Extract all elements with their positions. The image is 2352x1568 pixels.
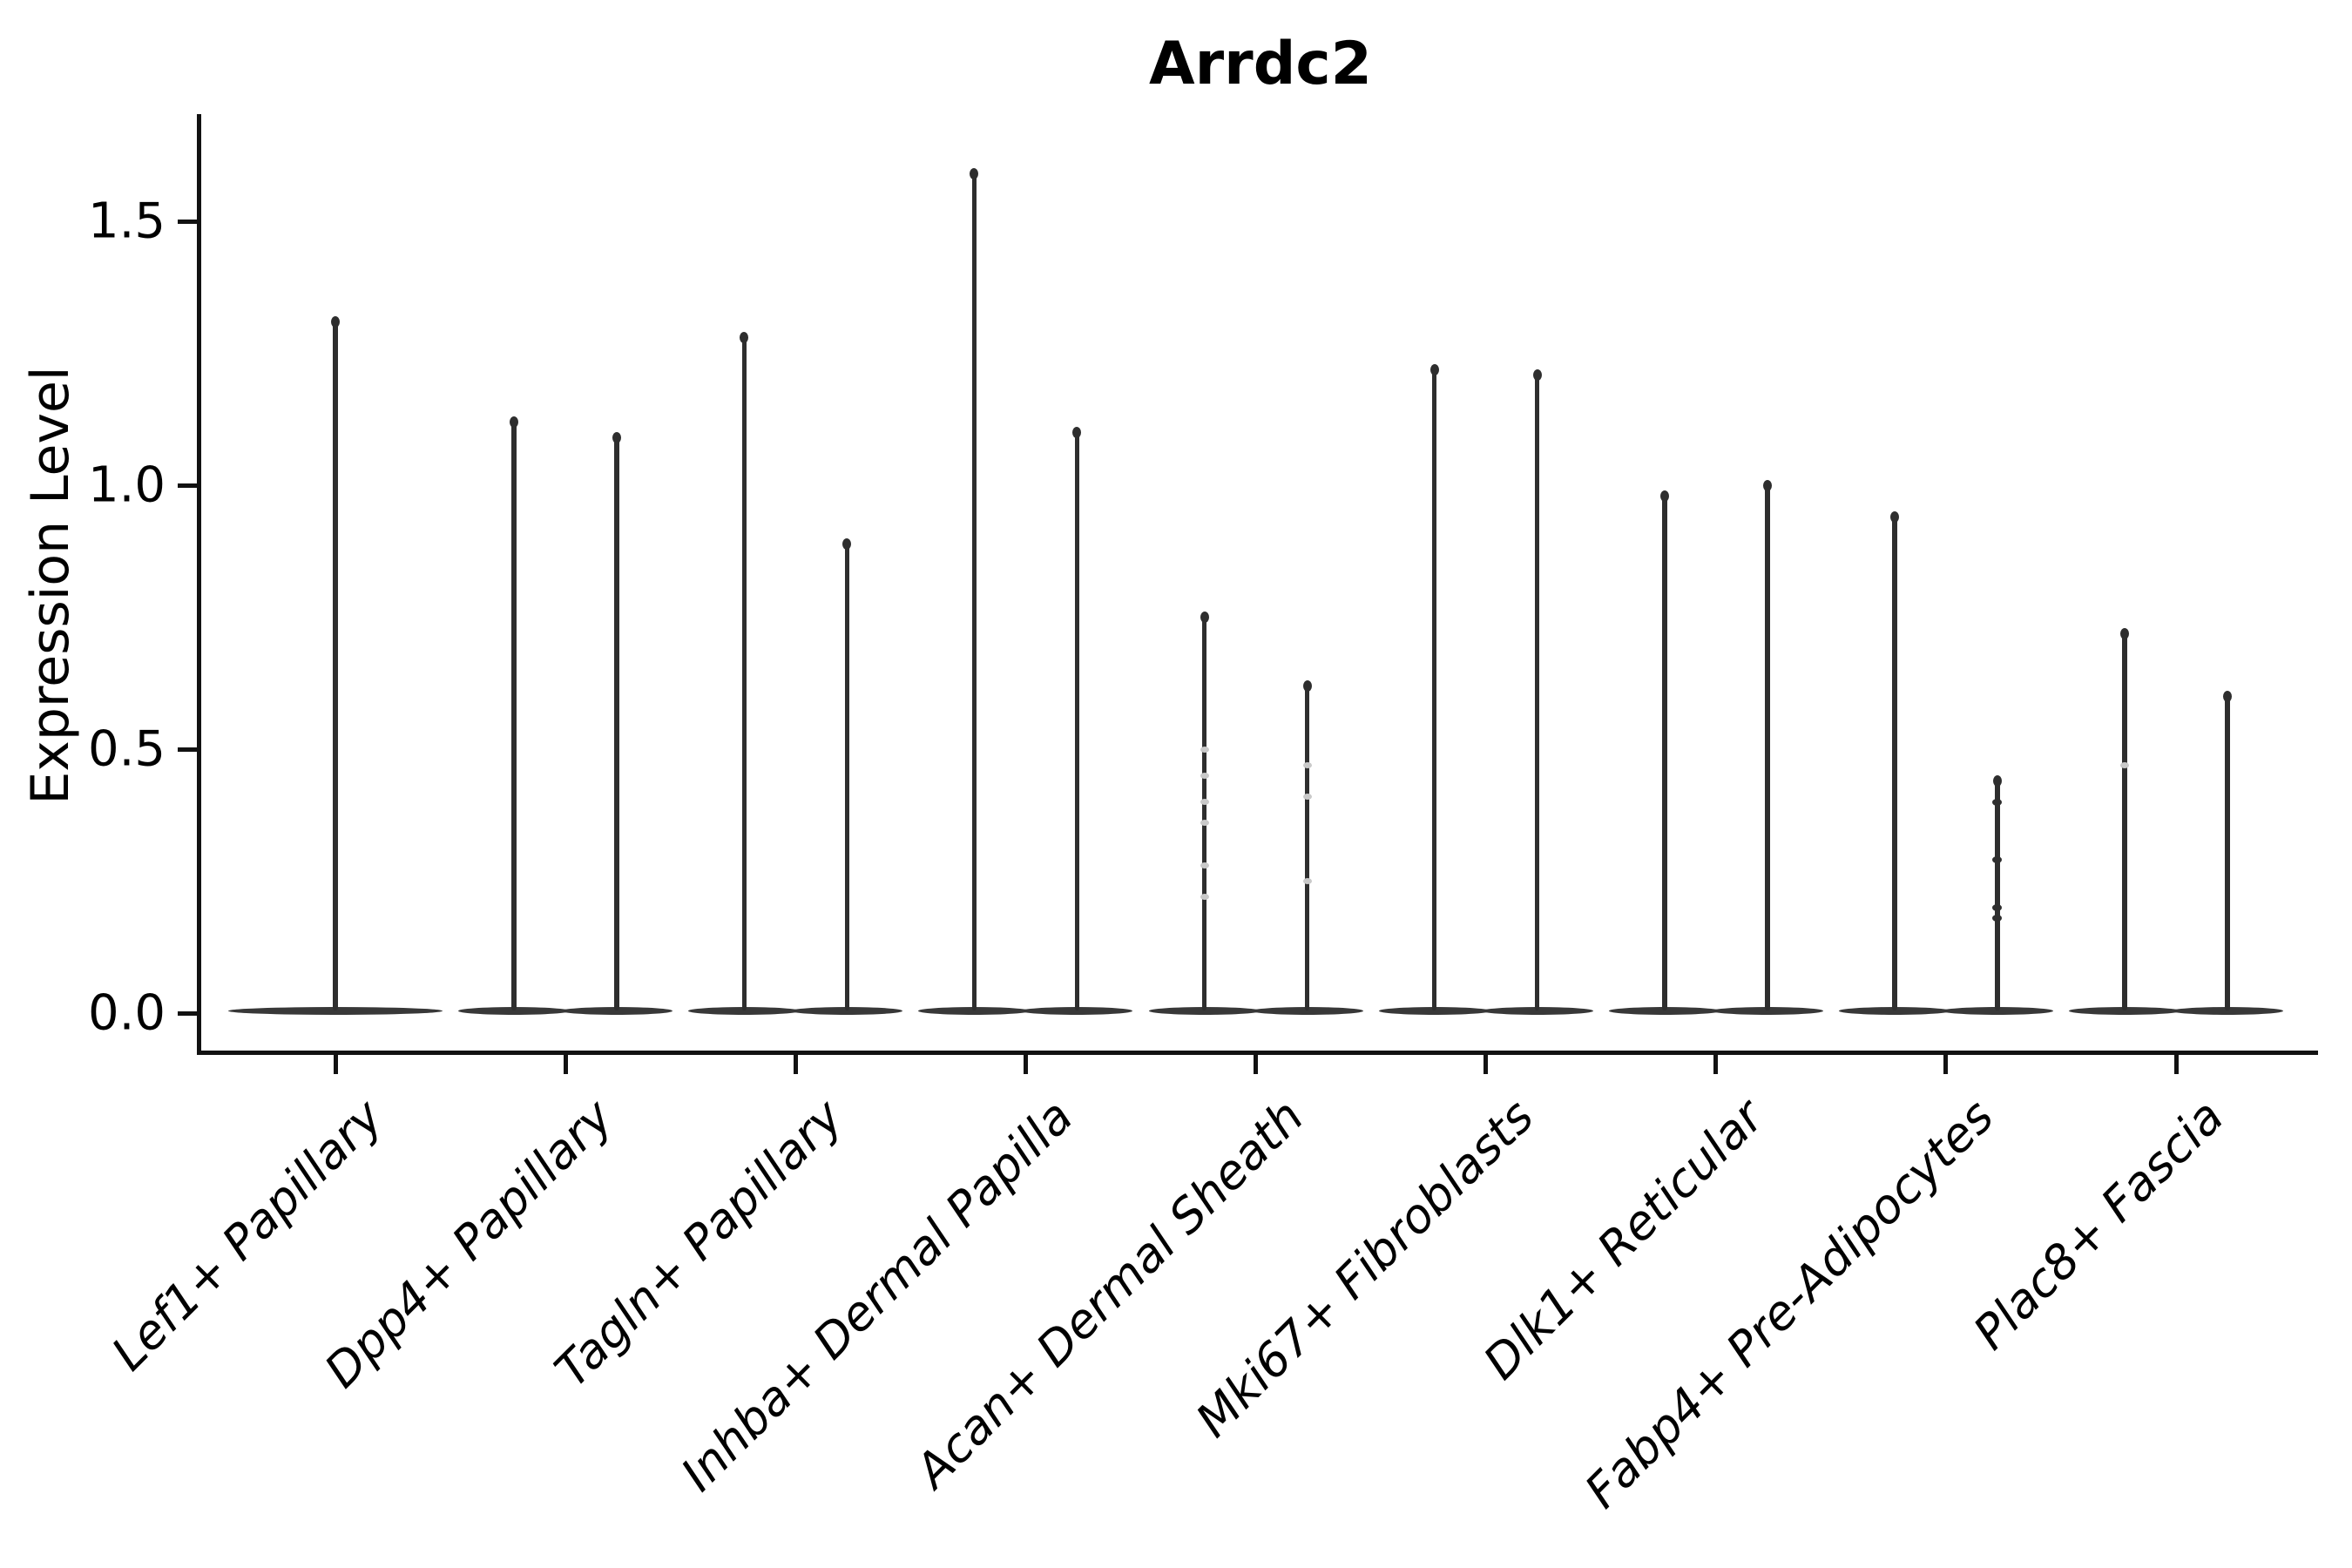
violin-spike bbox=[1074, 431, 1080, 1010]
violin-spike-tip bbox=[1889, 511, 1899, 524]
expression-point-faint bbox=[1200, 894, 1209, 901]
violin-spike bbox=[1892, 516, 1897, 1010]
violin-base bbox=[1021, 1006, 1133, 1015]
violin-base bbox=[1148, 1006, 1260, 1015]
violin-base bbox=[1481, 1006, 1593, 1015]
violin-base bbox=[2069, 1006, 2180, 1015]
violin-spike bbox=[511, 421, 517, 1010]
violin-spike-tip bbox=[740, 332, 749, 344]
violin-spike-tip bbox=[970, 168, 979, 180]
left-axis-spine bbox=[197, 114, 201, 1055]
violin-base bbox=[1251, 1006, 1363, 1015]
y-tick-label: 0.5 bbox=[87, 720, 166, 778]
expression-point bbox=[1992, 798, 2003, 806]
violin-base bbox=[791, 1006, 903, 1015]
y-tick-mark bbox=[178, 483, 199, 488]
y-tick-label: 1.5 bbox=[87, 193, 166, 250]
expression-point-faint bbox=[1200, 799, 1209, 806]
violin-spike-tip bbox=[842, 537, 852, 550]
expression-point-faint bbox=[1302, 878, 1312, 884]
y-tick-label: 1.0 bbox=[87, 456, 166, 514]
violin-base bbox=[1941, 1006, 2053, 1015]
violin-spike-tip bbox=[1200, 612, 1209, 624]
x-tick-mark bbox=[1023, 1052, 1028, 1074]
violin-spike-tip bbox=[1992, 775, 2002, 787]
violin-spike bbox=[1765, 483, 1770, 1010]
x-tick-mark bbox=[1484, 1052, 1489, 1074]
violin-spike bbox=[333, 321, 338, 1010]
violin-spike bbox=[1534, 373, 1540, 1010]
chart-title: Arrdc2 bbox=[1149, 30, 1372, 98]
expression-point-faint bbox=[1200, 746, 1209, 753]
violin-spike-tip bbox=[2120, 627, 2129, 639]
expression-point-faint bbox=[1302, 761, 1312, 768]
x-tick-mark bbox=[333, 1052, 338, 1074]
expression-point bbox=[1992, 914, 2003, 922]
violin-spike bbox=[2122, 632, 2127, 1010]
violin-spike-tip bbox=[1659, 490, 1669, 503]
violin-spike-tip bbox=[2223, 691, 2232, 703]
violin-base bbox=[688, 1006, 801, 1015]
violin-spike-tip bbox=[1302, 680, 1312, 693]
expression-point bbox=[1992, 903, 2003, 911]
violin-base bbox=[1838, 1006, 1950, 1015]
expression-point-faint bbox=[1200, 862, 1209, 868]
violin-base bbox=[1608, 1006, 1720, 1015]
y-tick-mark bbox=[178, 747, 199, 752]
violin-spike-tip bbox=[510, 416, 519, 429]
violin-spike bbox=[1431, 368, 1437, 1010]
violin-spike bbox=[741, 336, 747, 1010]
expression-point-faint bbox=[1200, 820, 1209, 827]
expression-point-faint bbox=[1302, 794, 1312, 801]
y-tick-mark bbox=[178, 1010, 199, 1016]
violin-base bbox=[228, 1006, 443, 1015]
violin-spike bbox=[1201, 616, 1207, 1010]
x-tick-mark bbox=[793, 1052, 798, 1074]
violin-base bbox=[918, 1006, 1031, 1015]
expression-point-faint bbox=[1200, 772, 1209, 779]
violin-base bbox=[2172, 1006, 2283, 1015]
x-tick-label-5: Acan+ Dermal Sheath bbox=[904, 1089, 1315, 1498]
expression-point bbox=[1992, 856, 2003, 864]
violin-base bbox=[1711, 1006, 1823, 1015]
violin-spike bbox=[971, 172, 977, 1010]
violin-spike bbox=[2225, 695, 2230, 1010]
x-tick-mark bbox=[1943, 1052, 1949, 1074]
expression-point-faint bbox=[2120, 761, 2129, 768]
violin-base bbox=[561, 1006, 673, 1015]
violin-spike bbox=[1662, 495, 1667, 1010]
violin-spike bbox=[844, 542, 849, 1010]
violin-spike-tip bbox=[1429, 363, 1439, 375]
x-tick-mark bbox=[563, 1052, 568, 1074]
violin-spike-tip bbox=[1762, 479, 1772, 491]
violin-base bbox=[1378, 1006, 1490, 1015]
violin-spike-tip bbox=[612, 432, 622, 444]
violin-spike-tip bbox=[1532, 368, 1542, 381]
violin-spike-tip bbox=[1072, 427, 1082, 439]
y-tick-mark bbox=[178, 219, 199, 224]
x-tick-mark bbox=[1254, 1052, 1258, 1074]
x-tick-mark bbox=[2173, 1052, 2179, 1074]
violin-spike bbox=[1304, 685, 1310, 1010]
violin-spike bbox=[614, 436, 619, 1010]
x-tick-mark bbox=[1713, 1052, 1719, 1074]
y-tick-label: 0.0 bbox=[87, 984, 166, 1042]
x-tick-label-8: Fabp4+ Pre-Adipocytes bbox=[1574, 1089, 2004, 1519]
violin-spike-tip bbox=[331, 316, 340, 328]
x-tick-label-9: Plac8+ Fascia bbox=[1963, 1089, 2234, 1361]
x-tick-label-4: Inhba+ Dermal Papilla bbox=[671, 1089, 1084, 1502]
violin-spike bbox=[1995, 780, 2000, 1010]
violin-base bbox=[458, 1006, 571, 1015]
